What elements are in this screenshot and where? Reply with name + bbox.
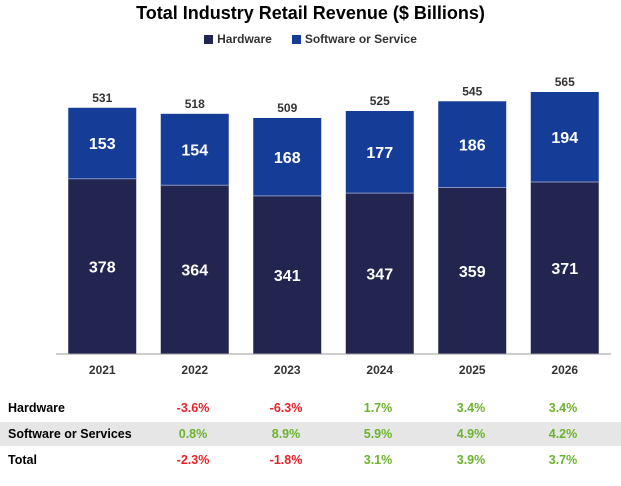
data-label-hardware: 341 bbox=[274, 268, 301, 285]
data-label-hardware: 347 bbox=[366, 267, 393, 284]
data-label-total: 565 bbox=[555, 75, 575, 89]
legend-item-hardware: Hardware bbox=[204, 32, 272, 46]
data-label-software: 153 bbox=[89, 136, 116, 153]
table-cell: -6.3% bbox=[269, 401, 303, 415]
x-tick-label: 2023 bbox=[274, 363, 301, 377]
bar-software bbox=[253, 117, 322, 196]
data-label-total: 525 bbox=[370, 94, 390, 108]
table-row-hardware: Hardware -3.6% -6.3% 1.7% 3.4% 3.4% bbox=[0, 396, 621, 420]
table-cell: 0.8% bbox=[178, 427, 208, 441]
data-label-software: 168 bbox=[274, 150, 301, 167]
table-cell: 8.9% bbox=[271, 427, 301, 441]
bar-software bbox=[160, 113, 229, 186]
legend-item-software: Software or Service bbox=[291, 32, 417, 46]
table-cell: 3.9% bbox=[456, 453, 486, 467]
table-cell: -2.3% bbox=[176, 453, 210, 467]
bar-hardware bbox=[253, 195, 322, 354]
data-label-total: 509 bbox=[277, 101, 297, 115]
bar-hardware bbox=[530, 181, 599, 354]
table-cell: -1.8% bbox=[269, 453, 303, 467]
table-cell: 3.1% bbox=[363, 453, 393, 467]
bar-software bbox=[345, 111, 414, 194]
table-cell: 4.9% bbox=[456, 427, 486, 441]
table-cell: 1.7% bbox=[363, 401, 393, 415]
data-label-total: 545 bbox=[462, 84, 482, 98]
x-tick-label: 2026 bbox=[551, 363, 578, 377]
bar-hardware bbox=[345, 193, 414, 354]
chart-title: Total Industry Retail Revenue ($ Billion… bbox=[136, 3, 485, 23]
chart-legend: Hardware Software or Service bbox=[0, 32, 621, 46]
bar-hardware bbox=[68, 178, 137, 354]
data-label-hardware: 364 bbox=[181, 263, 208, 280]
data-label-total: 531 bbox=[92, 91, 112, 105]
row-label: Total bbox=[8, 453, 37, 467]
legend-swatch-hardware bbox=[204, 34, 214, 44]
table-cell: 4.2% bbox=[548, 427, 578, 441]
table-cell: 3.4% bbox=[456, 401, 486, 415]
data-label-software: 177 bbox=[366, 145, 393, 162]
data-label-hardware: 359 bbox=[459, 264, 486, 281]
x-tick-label: 2022 bbox=[181, 363, 208, 377]
stacked-bar-chart: 378 153 531 2021 364 154 518 2022 341 168 509 2023 3… bbox=[56, 75, 611, 377]
legend-swatch-software bbox=[291, 34, 301, 44]
table-cell: 5.9% bbox=[363, 427, 393, 441]
table-row-total: Total -2.3% -1.8% 3.1% 3.9% 3.7% bbox=[0, 448, 621, 472]
bar-hardware bbox=[438, 187, 507, 354]
data-label-software: 154 bbox=[181, 143, 208, 160]
legend-label-software: Software or Service bbox=[304, 32, 417, 46]
legend-label-hardware: Hardware bbox=[217, 32, 272, 46]
bar-hardware bbox=[160, 185, 229, 354]
row-label: Software or Services bbox=[8, 427, 132, 441]
table-cell: 3.4% bbox=[548, 401, 578, 415]
data-label-total: 518 bbox=[185, 97, 205, 111]
x-tick-label: 2021 bbox=[89, 363, 116, 377]
data-label-software: 194 bbox=[551, 130, 578, 147]
table-row-software: Software or Services 0.8% 8.9% 5.9% 4.9%… bbox=[0, 422, 621, 446]
x-tick-label: 2024 bbox=[366, 363, 393, 377]
bar-software bbox=[438, 101, 507, 188]
data-label-software: 186 bbox=[459, 137, 486, 154]
data-label-hardware: 371 bbox=[551, 261, 578, 278]
x-tick-label: 2025 bbox=[459, 363, 486, 377]
row-label: Hardware bbox=[8, 401, 65, 415]
table-cell: 3.7% bbox=[548, 453, 578, 467]
data-label-hardware: 378 bbox=[89, 259, 116, 276]
table-cell: -3.6% bbox=[176, 401, 210, 415]
bar-software bbox=[68, 107, 137, 179]
bar-software bbox=[530, 92, 599, 182]
